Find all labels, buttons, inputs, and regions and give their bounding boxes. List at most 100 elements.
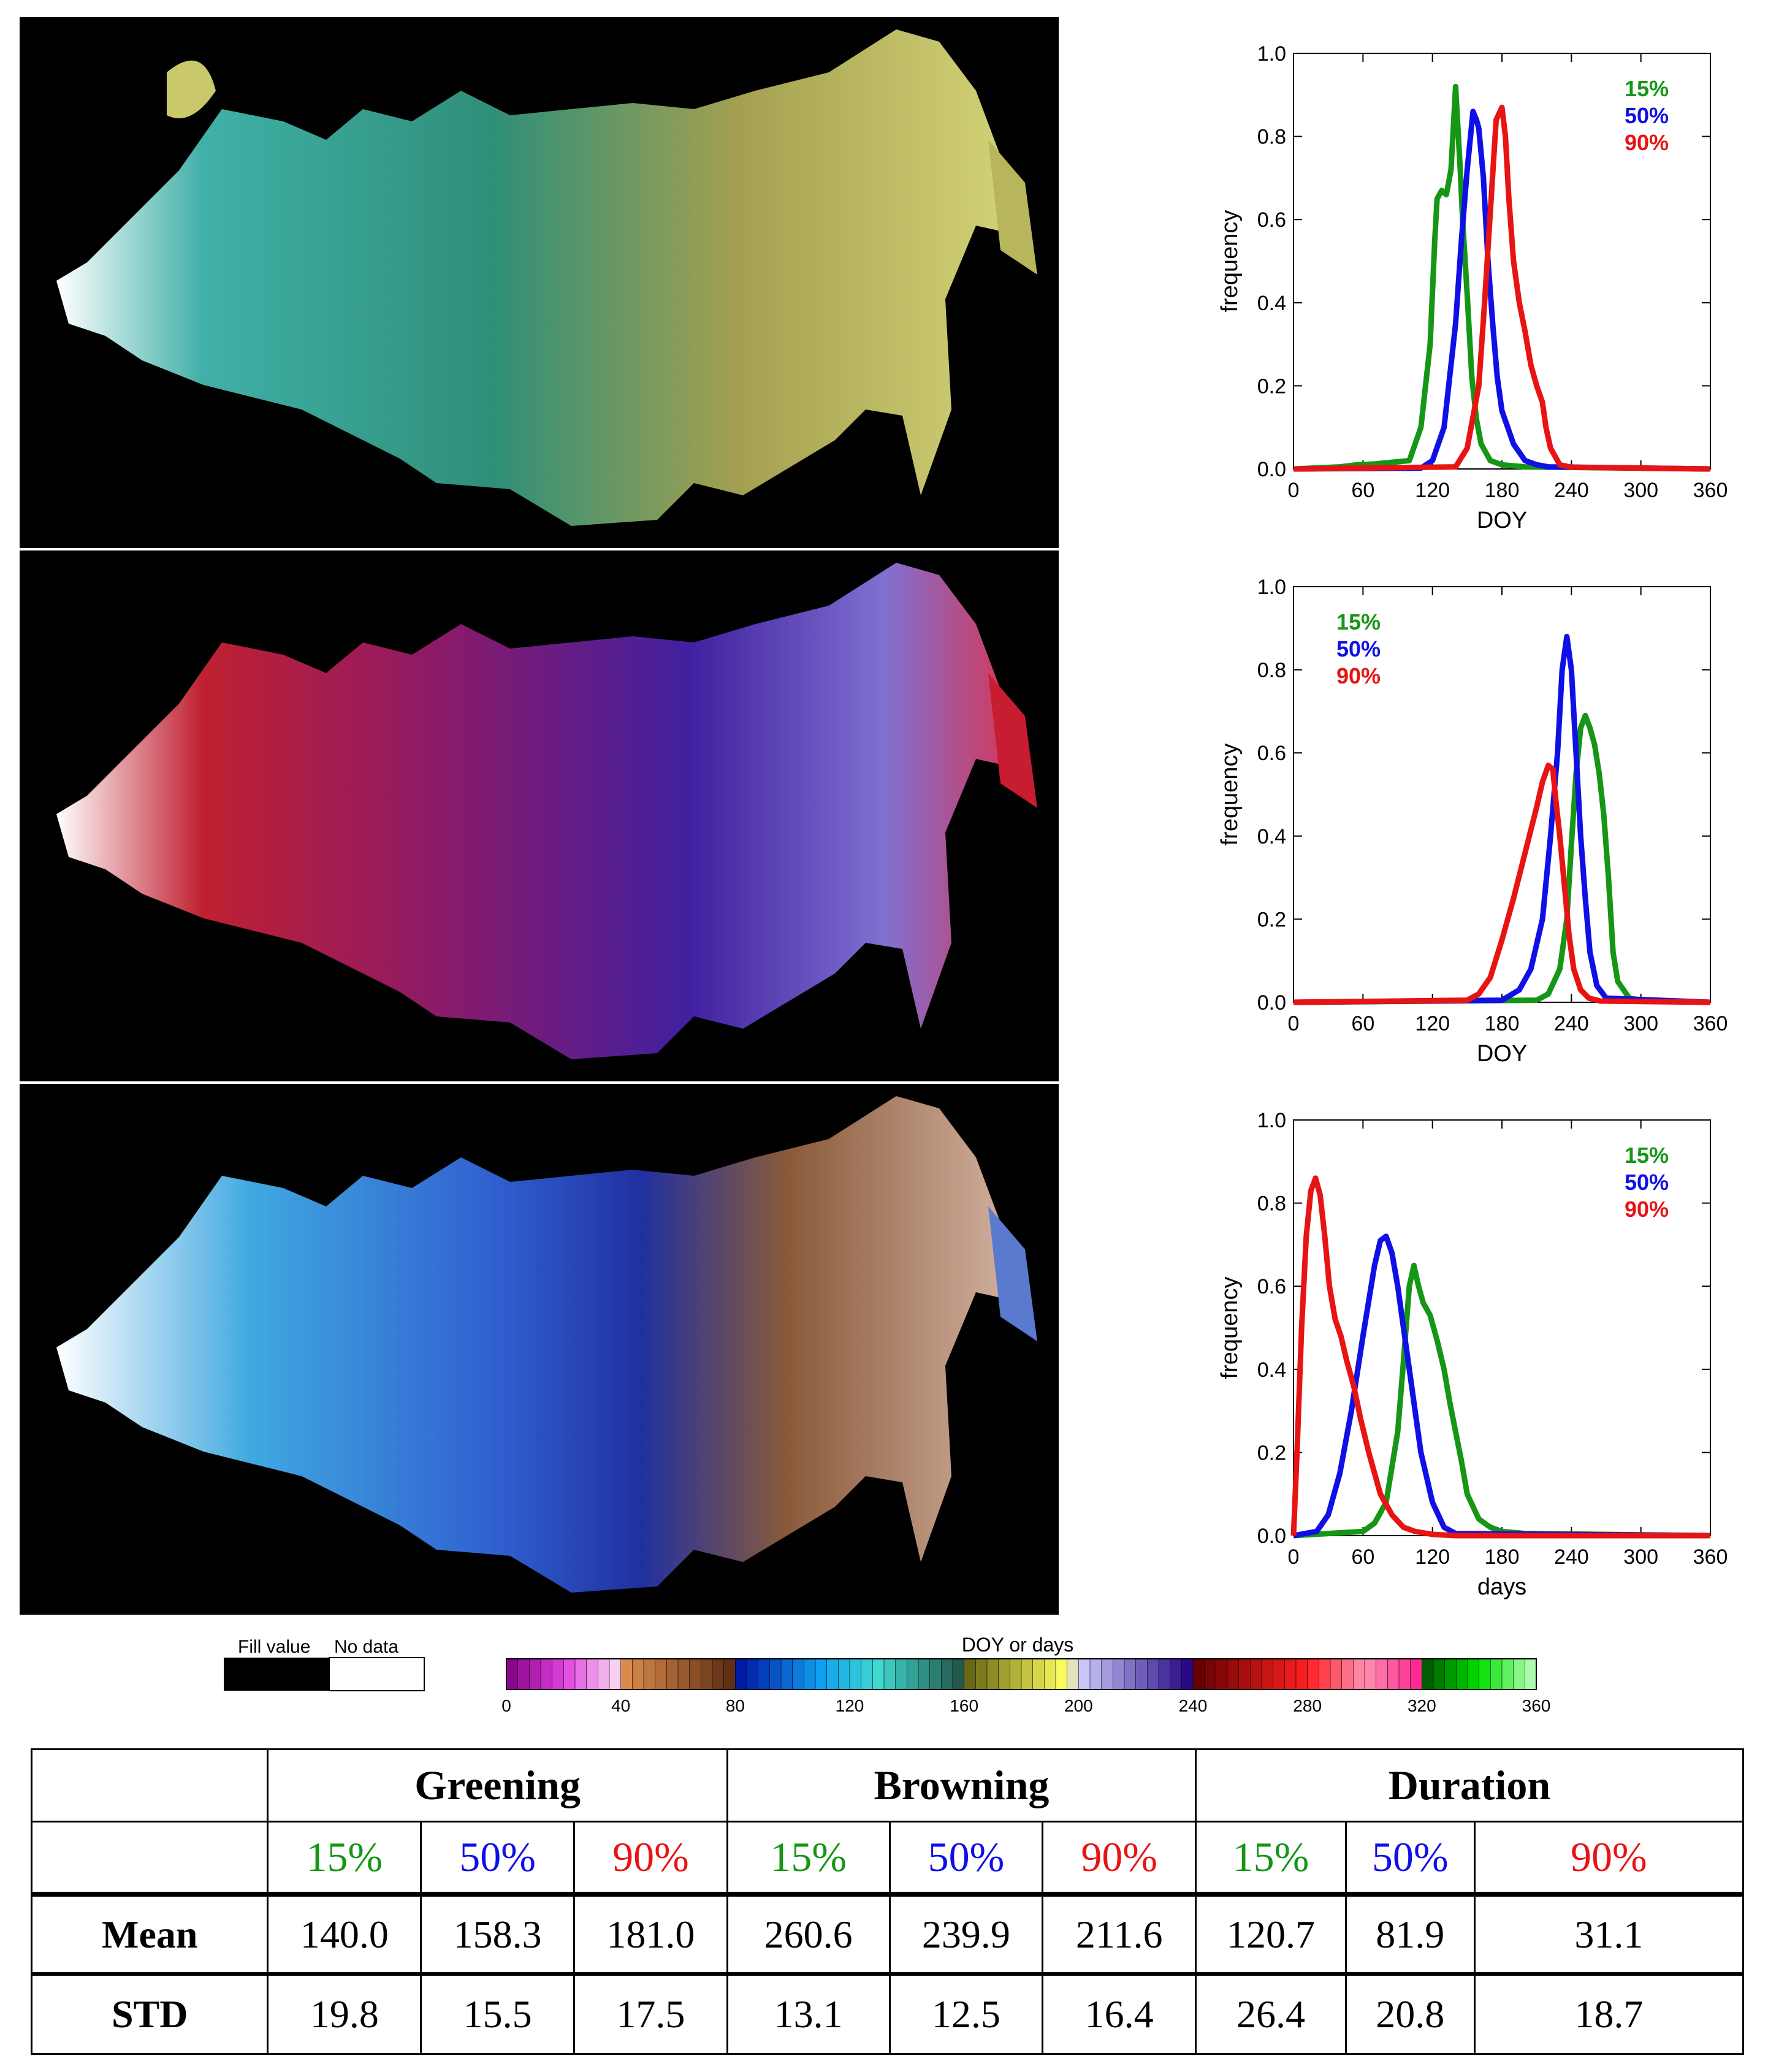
colorbar-tick-label: 320 xyxy=(1408,1696,1436,1715)
y-tick-label: 0.6 xyxy=(1257,208,1286,232)
browning-histogram: 0 60 120 180 240 300 360 0.0 0.2 0.4 0.6 0.8 1.0 DOY f… xyxy=(1217,576,1728,1067)
group-header-row: Greening Browning Duration xyxy=(30,1748,1744,1823)
x-tick-label: 0 xyxy=(1288,479,1300,502)
table-cell: 26.4 xyxy=(1195,1973,1347,2055)
colorbar-cell xyxy=(643,1658,656,1690)
colorbar-cell xyxy=(1250,1658,1262,1690)
y-tick-label: 0.6 xyxy=(1257,1275,1286,1298)
colorbar-title: DOY or days xyxy=(962,1634,1074,1656)
colorbar-cell xyxy=(1227,1658,1240,1690)
pct-cell: 15% xyxy=(267,1821,422,1895)
group-greening: Greening xyxy=(267,1748,728,1823)
colorbar-cell xyxy=(529,1658,541,1690)
colorbar-cell xyxy=(883,1658,896,1690)
colorbar-cell xyxy=(1055,1658,1068,1690)
y-tick-label: 0.2 xyxy=(1257,1441,1286,1464)
colorbar-cell xyxy=(1513,1658,1526,1690)
colorbar-tick-label: 160 xyxy=(950,1696,978,1715)
colorbar-cell xyxy=(1330,1658,1343,1690)
x-tick-label: 60 xyxy=(1351,479,1374,502)
x-tick-label: 180 xyxy=(1485,1545,1520,1569)
colorbar-cell xyxy=(1479,1658,1492,1690)
colorbar-cell xyxy=(655,1658,668,1690)
y-tick-label: 0.4 xyxy=(1257,1358,1286,1382)
colorbar-cell xyxy=(1490,1658,1503,1690)
series-line-50pct xyxy=(1293,1233,1711,1539)
fill-value-label: Fill value xyxy=(238,1637,310,1657)
x-axis-label: DOY xyxy=(1477,508,1527,533)
y-axis-label: frequency xyxy=(1217,210,1243,313)
x-tick-label: 360 xyxy=(1693,1012,1728,1035)
colorbar-cell xyxy=(769,1658,782,1690)
colorbar-cell xyxy=(815,1658,828,1690)
colorbar-cell xyxy=(918,1658,931,1690)
y-tick-label: 0.6 xyxy=(1257,742,1286,765)
colorbar-cell xyxy=(1410,1658,1423,1690)
x-tick-label: 360 xyxy=(1693,479,1728,502)
colorbar-cell xyxy=(1364,1658,1377,1690)
y-tick-label: 1.0 xyxy=(1257,576,1286,599)
colorbar-cell xyxy=(1204,1658,1217,1690)
colorbar-cell xyxy=(1319,1658,1331,1690)
corner-cell xyxy=(30,1748,269,1823)
table-cell: 12.5 xyxy=(888,1973,1044,2055)
table-cell: 181.0 xyxy=(573,1893,728,1976)
colorbar-tick-label: 360 xyxy=(1522,1696,1551,1715)
legend-entry: 50% xyxy=(1336,636,1381,661)
x-tick-label: 180 xyxy=(1485,1012,1520,1035)
fill-value-swatch xyxy=(224,1658,329,1691)
colorbar-ticks: 0 40 80 120 160 200 240 280 320 360 xyxy=(501,1696,1550,1715)
group-browning: Browning xyxy=(726,1748,1197,1823)
colorbar-cell xyxy=(1467,1658,1480,1690)
table-cell: 158.3 xyxy=(420,1893,576,1976)
x-tick-label: 120 xyxy=(1415,1012,1450,1035)
y-axis-label: frequency xyxy=(1217,1277,1243,1379)
y-tick-label: 0.4 xyxy=(1257,292,1286,315)
x-axis-label: days xyxy=(1477,1574,1526,1600)
colorbar-cell xyxy=(804,1658,816,1690)
colorbar-tick-label: 40 xyxy=(611,1696,630,1715)
colorbar-tick-label: 80 xyxy=(726,1696,745,1715)
duration-chart: 0 60 120 180 240 300 360 0.0 0.2 0.4 0.6 0.8 1.0 days… xyxy=(1202,1100,1753,1640)
series-line-15pct xyxy=(1293,83,1711,472)
series-line-90pct xyxy=(1290,1175,1710,1539)
x-tick-label: 120 xyxy=(1415,479,1450,502)
series-line-90pct xyxy=(1293,763,1711,1005)
colorbar-cell xyxy=(540,1658,553,1690)
colorbar-cell xyxy=(746,1658,759,1690)
table-cell: 211.6 xyxy=(1042,1893,1197,1976)
colorbar-cell xyxy=(1284,1658,1297,1690)
colorbar-cell xyxy=(1147,1658,1159,1690)
colorbar-cell xyxy=(1181,1658,1194,1690)
colorbar-cell xyxy=(907,1658,919,1690)
table-cell: 31.1 xyxy=(1473,1893,1745,1976)
colorbar-cell xyxy=(861,1658,874,1690)
group-duration: Duration xyxy=(1195,1748,1744,1823)
colorbar-cell xyxy=(849,1658,862,1690)
colorbar-cell xyxy=(1456,1658,1468,1690)
colorbar-cell xyxy=(517,1658,530,1690)
colorbar-cell xyxy=(723,1658,736,1690)
colorbar-cell xyxy=(1376,1658,1389,1690)
colorbar-cell xyxy=(1032,1658,1045,1690)
colorbar-cell xyxy=(598,1658,610,1690)
colorbar-cell xyxy=(563,1658,576,1690)
browning-chart: 0 60 120 180 240 300 360 0.0 0.2 0.4 0.6 0.8 1.0 DOY f… xyxy=(1202,567,1753,1106)
colorbar-cell xyxy=(1422,1658,1434,1690)
y-tick-label: 0.8 xyxy=(1257,126,1286,149)
colorbar-cell xyxy=(758,1658,771,1690)
colorbar-cell xyxy=(1124,1658,1137,1690)
colorbar xyxy=(506,1658,1537,1690)
colorbar-cell xyxy=(1078,1658,1091,1690)
colorbar-cell xyxy=(826,1658,839,1690)
table-cell: 260.6 xyxy=(726,1893,891,1976)
legend-entry: 50% xyxy=(1625,1170,1669,1195)
colorbar-cell xyxy=(872,1658,885,1690)
legend-area: Fill value No data DOY or days 0 40 80 120 1… xyxy=(0,1624,1768,1735)
y-tick-label: 0.8 xyxy=(1257,1192,1286,1216)
colorbar-tick-label: 0 xyxy=(501,1696,511,1715)
colorbar-tick-label: 200 xyxy=(1064,1696,1093,1715)
colorbar-cell xyxy=(929,1658,942,1690)
colorbar-cell xyxy=(1158,1658,1171,1690)
colorbar-cell xyxy=(677,1658,690,1690)
